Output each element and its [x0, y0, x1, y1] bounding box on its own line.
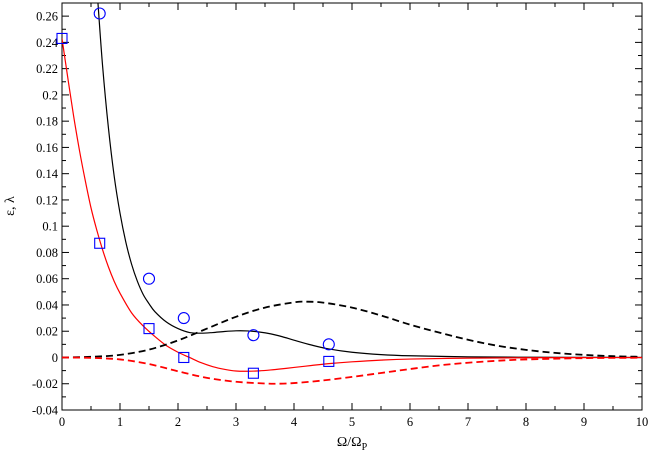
- y-axis-title: ε, λ: [3, 196, 18, 216]
- series-line-2: [62, 300, 642, 359]
- series-layer: [62, 3, 642, 385]
- circle-marker: [93, 7, 106, 20]
- y-tick-label: 0.18: [36, 115, 58, 129]
- x-tick-label: 10: [636, 415, 649, 429]
- y-tick-label: 0.04: [36, 298, 59, 312]
- x-tick-label: 7: [465, 415, 471, 429]
- y-tick-label: 0.08: [36, 246, 58, 260]
- circle-marker: [247, 329, 260, 342]
- x-tick-label: 8: [523, 415, 529, 429]
- x-axis-title-subscript: P: [362, 442, 368, 453]
- y-tick-label: -0.02: [32, 377, 58, 391]
- circle-marker: [142, 272, 156, 285]
- x-tick-label: 5: [349, 415, 355, 429]
- y-tick-label: 0.22: [36, 62, 58, 76]
- x-tick-label: 3: [233, 415, 239, 429]
- y-tick-label: 0.14: [36, 167, 59, 181]
- y-tick-label: 0.02: [36, 325, 58, 339]
- circle-marker: [177, 312, 190, 325]
- y-tick-label: 0.06: [36, 272, 58, 286]
- y-tick-label: 0.24: [36, 36, 59, 50]
- x-tick-label: 2: [175, 415, 181, 429]
- y-tick-label: 0.16: [36, 141, 58, 155]
- series-line-1: [62, 38, 642, 372]
- y-tick-label: 0.12: [36, 193, 58, 207]
- marker-layer: [56, 7, 335, 379]
- series-line-0: [97, 3, 642, 359]
- square-marker: [247, 367, 259, 379]
- x-tick-label: 6: [407, 415, 413, 429]
- plot-frame: [61, 2, 643, 411]
- x-tick-label: 1: [117, 415, 123, 429]
- x-tick-label: 9: [581, 415, 587, 429]
- circle-marker: [322, 338, 335, 351]
- x-axis-title-main: Ω/Ω: [337, 435, 362, 450]
- square-marker: [94, 237, 106, 249]
- series-line-3: [62, 356, 642, 385]
- y-tick-label: 0.26: [36, 10, 58, 24]
- x-tick-label: 0: [59, 415, 65, 429]
- square-marker: [178, 351, 190, 364]
- x-tick-label: 4: [291, 415, 298, 429]
- y-tick-label: -0.04: [32, 404, 59, 418]
- y-tick-label: 0: [52, 351, 58, 365]
- axis-ticks: 0 1 2 3 4 5 6 7 8 9 10 -0.04 -0.02 0 0.02 0.04 0.06 0.08 0…: [32, 3, 648, 429]
- square-marker: [56, 32, 68, 44]
- y-tick-label: 0.1: [42, 220, 58, 234]
- square-marker: [143, 323, 155, 335]
- y-tick-label: 0.2: [42, 88, 58, 102]
- square-marker: [323, 355, 335, 367]
- x-axis-title: Ω/ΩP: [337, 435, 368, 453]
